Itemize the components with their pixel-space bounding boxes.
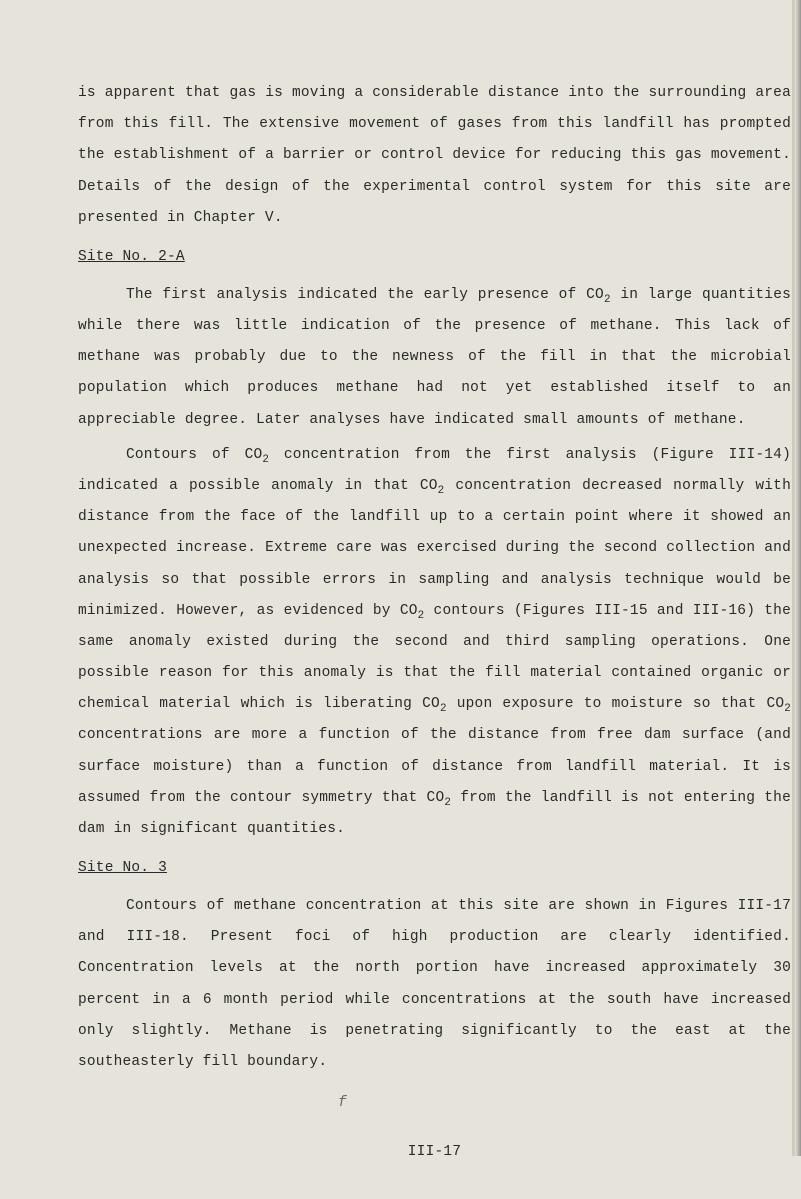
paragraph-2a-1: The first analysis indicated the early p…: [78, 280, 791, 436]
page-edge-shadow: [795, 0, 801, 1156]
heading-site-3: Site No. 3: [78, 855, 791, 881]
text-run: The first analysis indicated the early p…: [126, 287, 604, 303]
subscript-2: 2: [604, 294, 611, 306]
paragraph-intro: is apparent that gas is moving a conside…: [78, 78, 791, 234]
paragraph-3-1: Contours of methane concentration at thi…: [78, 891, 791, 1078]
page-content: is apparent that gas is moving a conside…: [0, 0, 801, 1199]
heading-site-2a: Site No. 2-A: [78, 244, 791, 270]
text-run: Contours of CO: [126, 447, 262, 463]
subscript-2: 2: [440, 703, 447, 715]
paragraph-2a-2: Contours of CO2 concentration from the f…: [78, 440, 791, 845]
text-run: upon exposure to moisture so that CO: [447, 696, 785, 712]
text-run: concentration decreased normally with di…: [78, 478, 791, 619]
stray-mark: f: [338, 1096, 791, 1111]
page-number: III-17: [78, 1145, 791, 1160]
text-run: in large quan­tities while there was lit…: [78, 287, 791, 428]
subscript-2: 2: [784, 703, 791, 715]
